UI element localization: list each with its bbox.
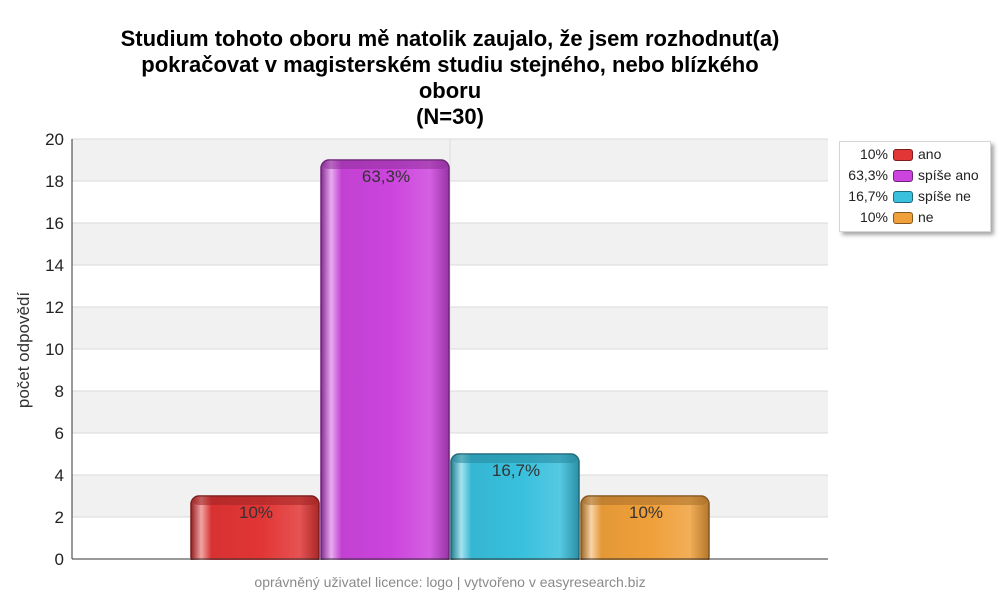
legend-swatch [893, 149, 913, 161]
y-tick-label: 2 [55, 508, 64, 527]
chart-title: Studium tohoto oboru mě natolik zaujalo,… [40, 26, 860, 130]
legend-pct: 63,3% [848, 167, 888, 183]
legend-label: spíše ne [918, 188, 971, 204]
bar-spíše ano [320, 159, 450, 566]
data-label: 16,7% [492, 461, 540, 480]
legend-label: spíše ano [918, 167, 979, 183]
data-label: 63,3% [362, 167, 410, 186]
legend-item-ano: 10% ano [840, 145, 990, 165]
y-axis-ticks: 0 2 4 6 8 10 12 14 16 18 20 [45, 130, 64, 569]
legend-item-spise-ano: 63,3% spíše ano [840, 166, 990, 186]
legend-swatch [893, 212, 913, 224]
legend-pct: 16,7% [848, 188, 888, 204]
bars [71, 159, 829, 570]
y-tick-label: 12 [45, 298, 64, 317]
legend-pct: 10% [859, 146, 888, 162]
legend: 10% ano 63,3% spíše ano 16,7% spíše ne 1… [839, 141, 991, 232]
data-labels: 10% 63,3% 16,7% 10% [239, 167, 663, 522]
title-line-1: Studium tohoto oboru mě natolik zaujalo,… [120, 26, 780, 51]
y-tick-label: 14 [45, 256, 64, 275]
data-label: 10% [629, 503, 663, 522]
legend-item-spise-ne: 16,7% spíše ne [840, 187, 990, 207]
y-tick-label: 0 [55, 550, 64, 569]
footer-credit: oprávněný uživatel licence: logo | vytvo… [254, 574, 646, 590]
y-tick-label: 18 [45, 172, 64, 191]
bar-top-shade [323, 161, 447, 169]
y-tick-label: 10 [45, 340, 64, 359]
axis-mask [71, 560, 829, 570]
legend-swatch [893, 191, 913, 203]
axes [71, 139, 828, 560]
y-tick-label: 16 [45, 214, 64, 233]
legend-swatch [893, 170, 913, 182]
legend-label: ano [918, 146, 942, 162]
grid-lines [72, 138, 828, 559]
bar-top-shade [453, 455, 577, 463]
legend-pct: 10% [859, 209, 888, 225]
title-line-3: oboru [418, 78, 482, 103]
legend-item-ne: 10% ne [840, 208, 990, 228]
data-label: 10% [239, 503, 273, 522]
y-tick-label: 20 [45, 130, 64, 149]
y-tick-label: 6 [55, 424, 64, 443]
y-tick-label: 8 [55, 382, 64, 401]
legend-label: ne [918, 209, 934, 225]
bar-top-shade [193, 497, 317, 505]
title-line-2: pokračovat v magisterském studiu stejnéh… [141, 52, 759, 77]
y-tick-label: 4 [55, 466, 64, 485]
bar-top-shade [583, 497, 707, 505]
title-line-4: (N=30) [416, 104, 484, 129]
